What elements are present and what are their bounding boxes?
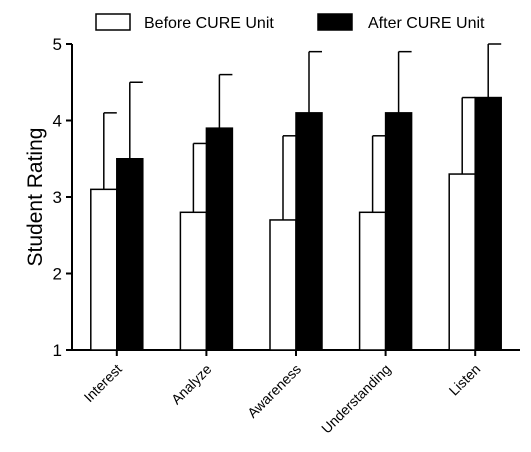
error-bars-group [103,43,502,220]
legend-label-after: After CURE Unit [368,15,485,32]
x-tick-label: Listen [446,361,484,399]
y-axis: 1 2 3 4 5 [53,35,73,360]
legend: Before CURE Unit After CURE Unit [95,13,485,32]
y-tick-label: 4 [53,112,62,131]
bar-before [90,188,118,351]
bar-before [448,173,476,351]
x-tick-label: Analyze [168,361,215,408]
legend-swatch-after [317,13,353,31]
y-axis-title: Student Rating [24,128,47,267]
bar-before [179,211,208,351]
y-tick-label: 2 [53,265,62,284]
bar-after [295,112,323,351]
x-tick-label: Understanding [318,361,394,437]
bar-before [269,219,297,351]
bar-before [358,211,387,351]
y-tick-label: 1 [53,341,62,360]
legend-label-before: Before CURE Unit [144,15,274,32]
y-tick-label: 3 [53,188,62,207]
bar-after [474,96,502,351]
bar-after [205,127,234,351]
legend-swatch-before [95,13,131,31]
bar-after [384,112,413,351]
x-tick-label: Awareness [244,361,304,421]
bar-after [116,158,144,351]
y-tick-label: 5 [53,35,62,54]
x-axis: Interest Analyze Awareness Understanding Lis… [72,349,520,437]
bars-group [90,96,502,351]
x-tick-label: Interest [81,361,125,405]
